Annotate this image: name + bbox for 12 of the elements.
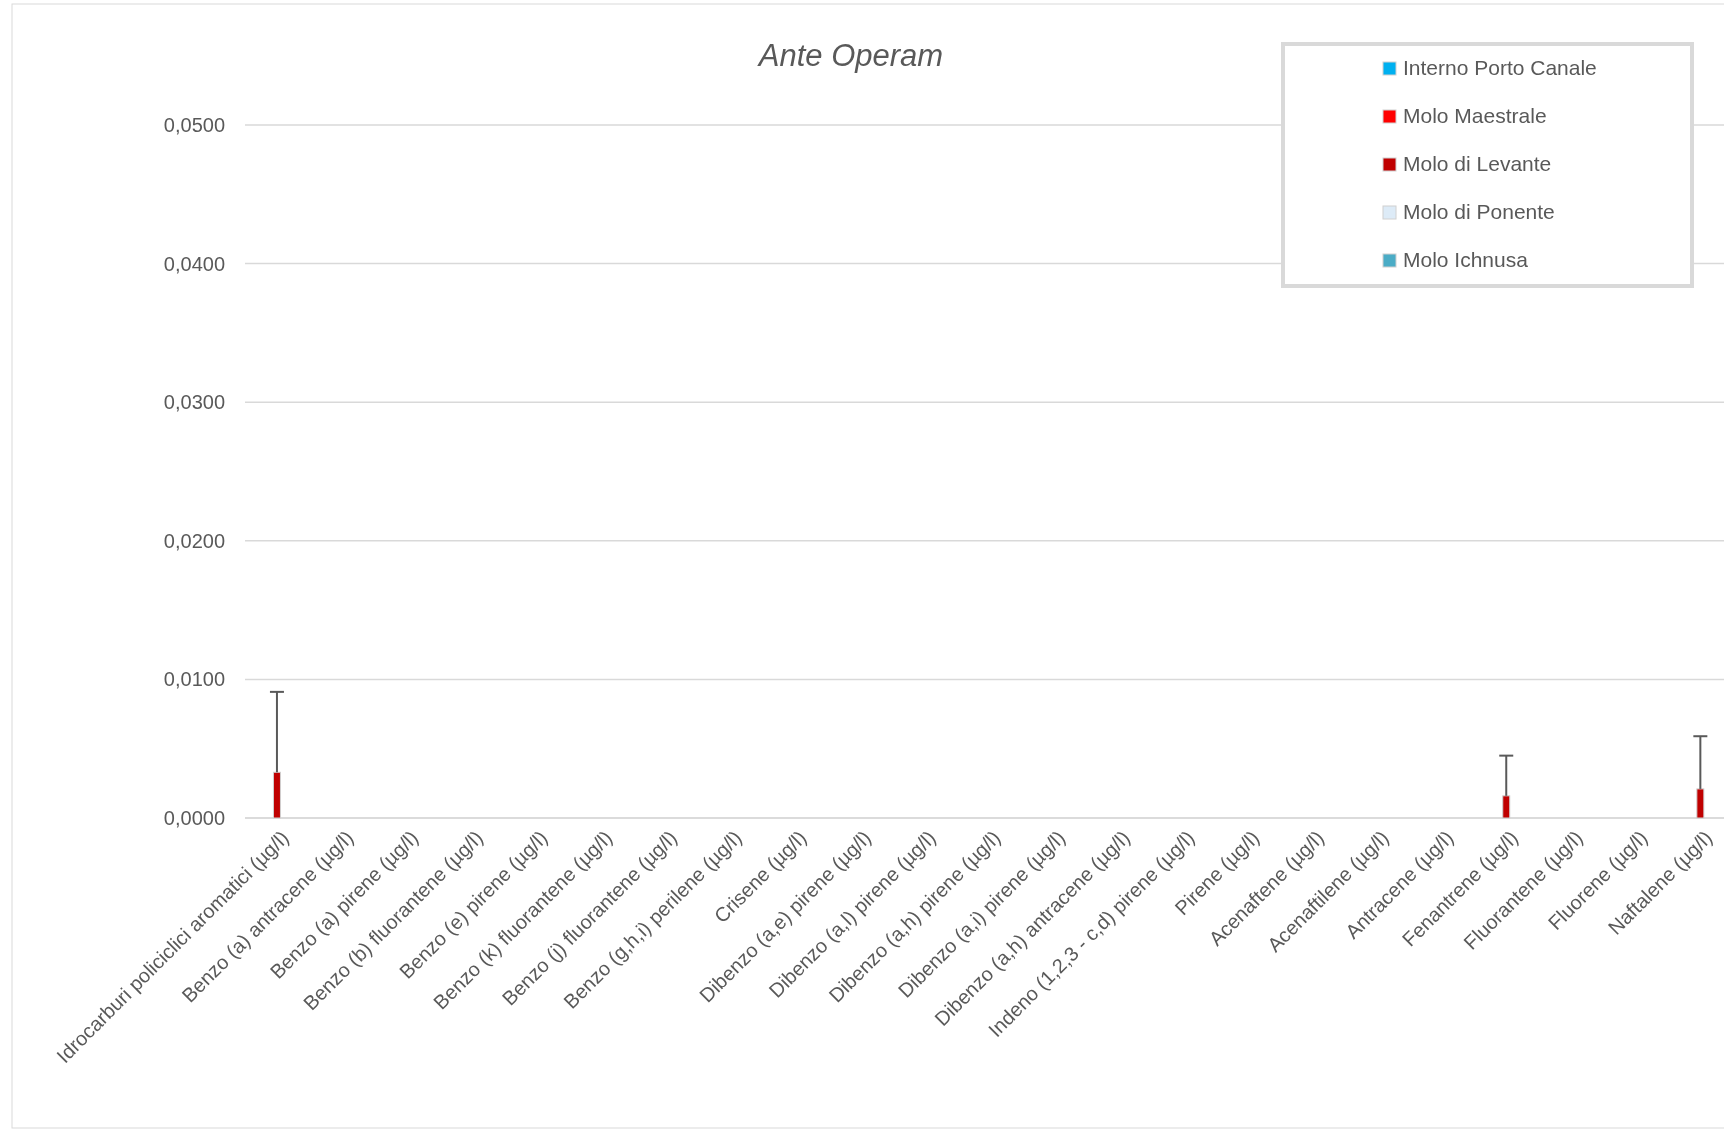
y-tick-label: 0,0100 — [163, 668, 225, 691]
legend-label: Molo di Levante — [1403, 152, 1552, 176]
y-tick-label: 0,0200 — [163, 529, 225, 552]
legend-label: Molo Maestrale — [1403, 104, 1547, 128]
y-tick-label: 0,0400 — [163, 252, 225, 275]
y-tick-label: 0,0300 — [163, 391, 225, 414]
legend-label: Molo Ichnusa — [1403, 248, 1529, 272]
y-tick-label: 0,0500 — [163, 113, 225, 136]
legend-label: Molo di Ponente — [1403, 200, 1555, 224]
chart-title: Ante Operam — [756, 38, 944, 73]
legend-label: Interno Porto Canale — [1403, 56, 1597, 80]
y-tick-label: 0,0000 — [163, 806, 225, 829]
